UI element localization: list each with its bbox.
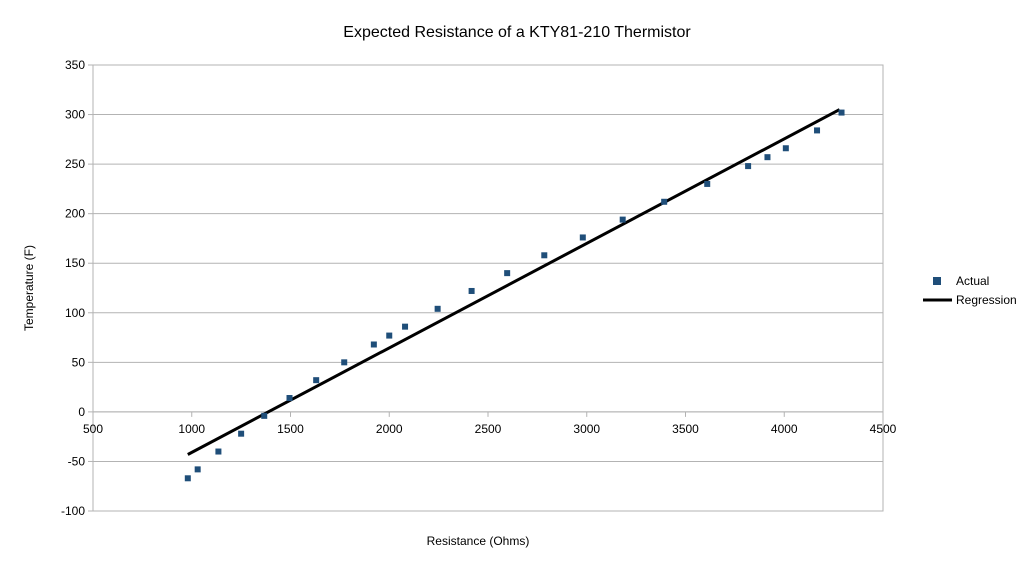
data-point [704,180,711,187]
legend-label-actual: Actual [956,274,989,288]
data-point [286,395,293,402]
x-tick-label: 2000 [376,422,403,436]
x-tick-labels: 500 1000 1500 2000 2500 3000 3500 4000 4500 [83,422,897,436]
data-point [838,109,845,116]
y-axis-label: Temperature (F) [22,245,36,331]
x-tick-label: 2500 [475,422,502,436]
data-point [814,127,821,134]
x-tick-label: 3500 [672,422,699,436]
x-tick-label: 3000 [573,422,600,436]
data-point [194,466,201,473]
x-tick-label: 500 [83,422,103,436]
data-point [745,163,752,170]
regression-line-layer [187,108,841,456]
y-tick-labels: -100 -50 0 50 100 150 200 250 300 350 [61,58,85,518]
chart-title: Expected Resistance of a KTY81-210 Therm… [343,24,691,41]
axes [88,64,884,512]
x-tick-label: 1000 [178,422,205,436]
y-tick-label: -100 [61,504,85,518]
data-point [468,287,475,294]
data-point [434,305,441,312]
data-point [579,234,586,241]
data-point [504,270,511,277]
data-point [661,198,668,205]
data-point [341,359,348,366]
x-tick-label: 4500 [870,422,897,436]
y-tick-label: 0 [78,405,85,419]
plot-area-border [92,64,884,512]
legend-marker-actual [933,277,941,285]
x-tick-label: 1500 [277,422,304,436]
data-point [386,332,393,339]
data-point [764,154,771,161]
data-point [215,448,222,455]
y-tick-label: 100 [65,306,85,320]
data-point [238,430,245,437]
legend-label-regression: Regression [956,293,1017,307]
y-tick-label: 350 [65,58,85,72]
data-point [370,341,377,348]
y-tick-label: 150 [65,256,85,270]
x-axis-label: Resistance (Ohms) [427,534,530,548]
legend: Actual Regression [923,274,1017,307]
x-tick-label: 4000 [771,422,798,436]
y-tick-label: 300 [65,108,85,122]
data-point [541,252,548,259]
y-tick-label: 50 [72,355,86,369]
data-point [261,412,268,419]
data-point [619,216,626,223]
grid-lines [93,64,883,512]
regression-line [187,108,841,456]
y-tick-label: 200 [65,207,85,221]
data-point [184,475,191,482]
y-tick-label: 250 [65,157,85,171]
data-point [402,323,409,330]
y-tick-label: -50 [68,454,86,468]
data-point [782,145,789,152]
data-point [313,377,320,384]
data-points [184,109,845,482]
